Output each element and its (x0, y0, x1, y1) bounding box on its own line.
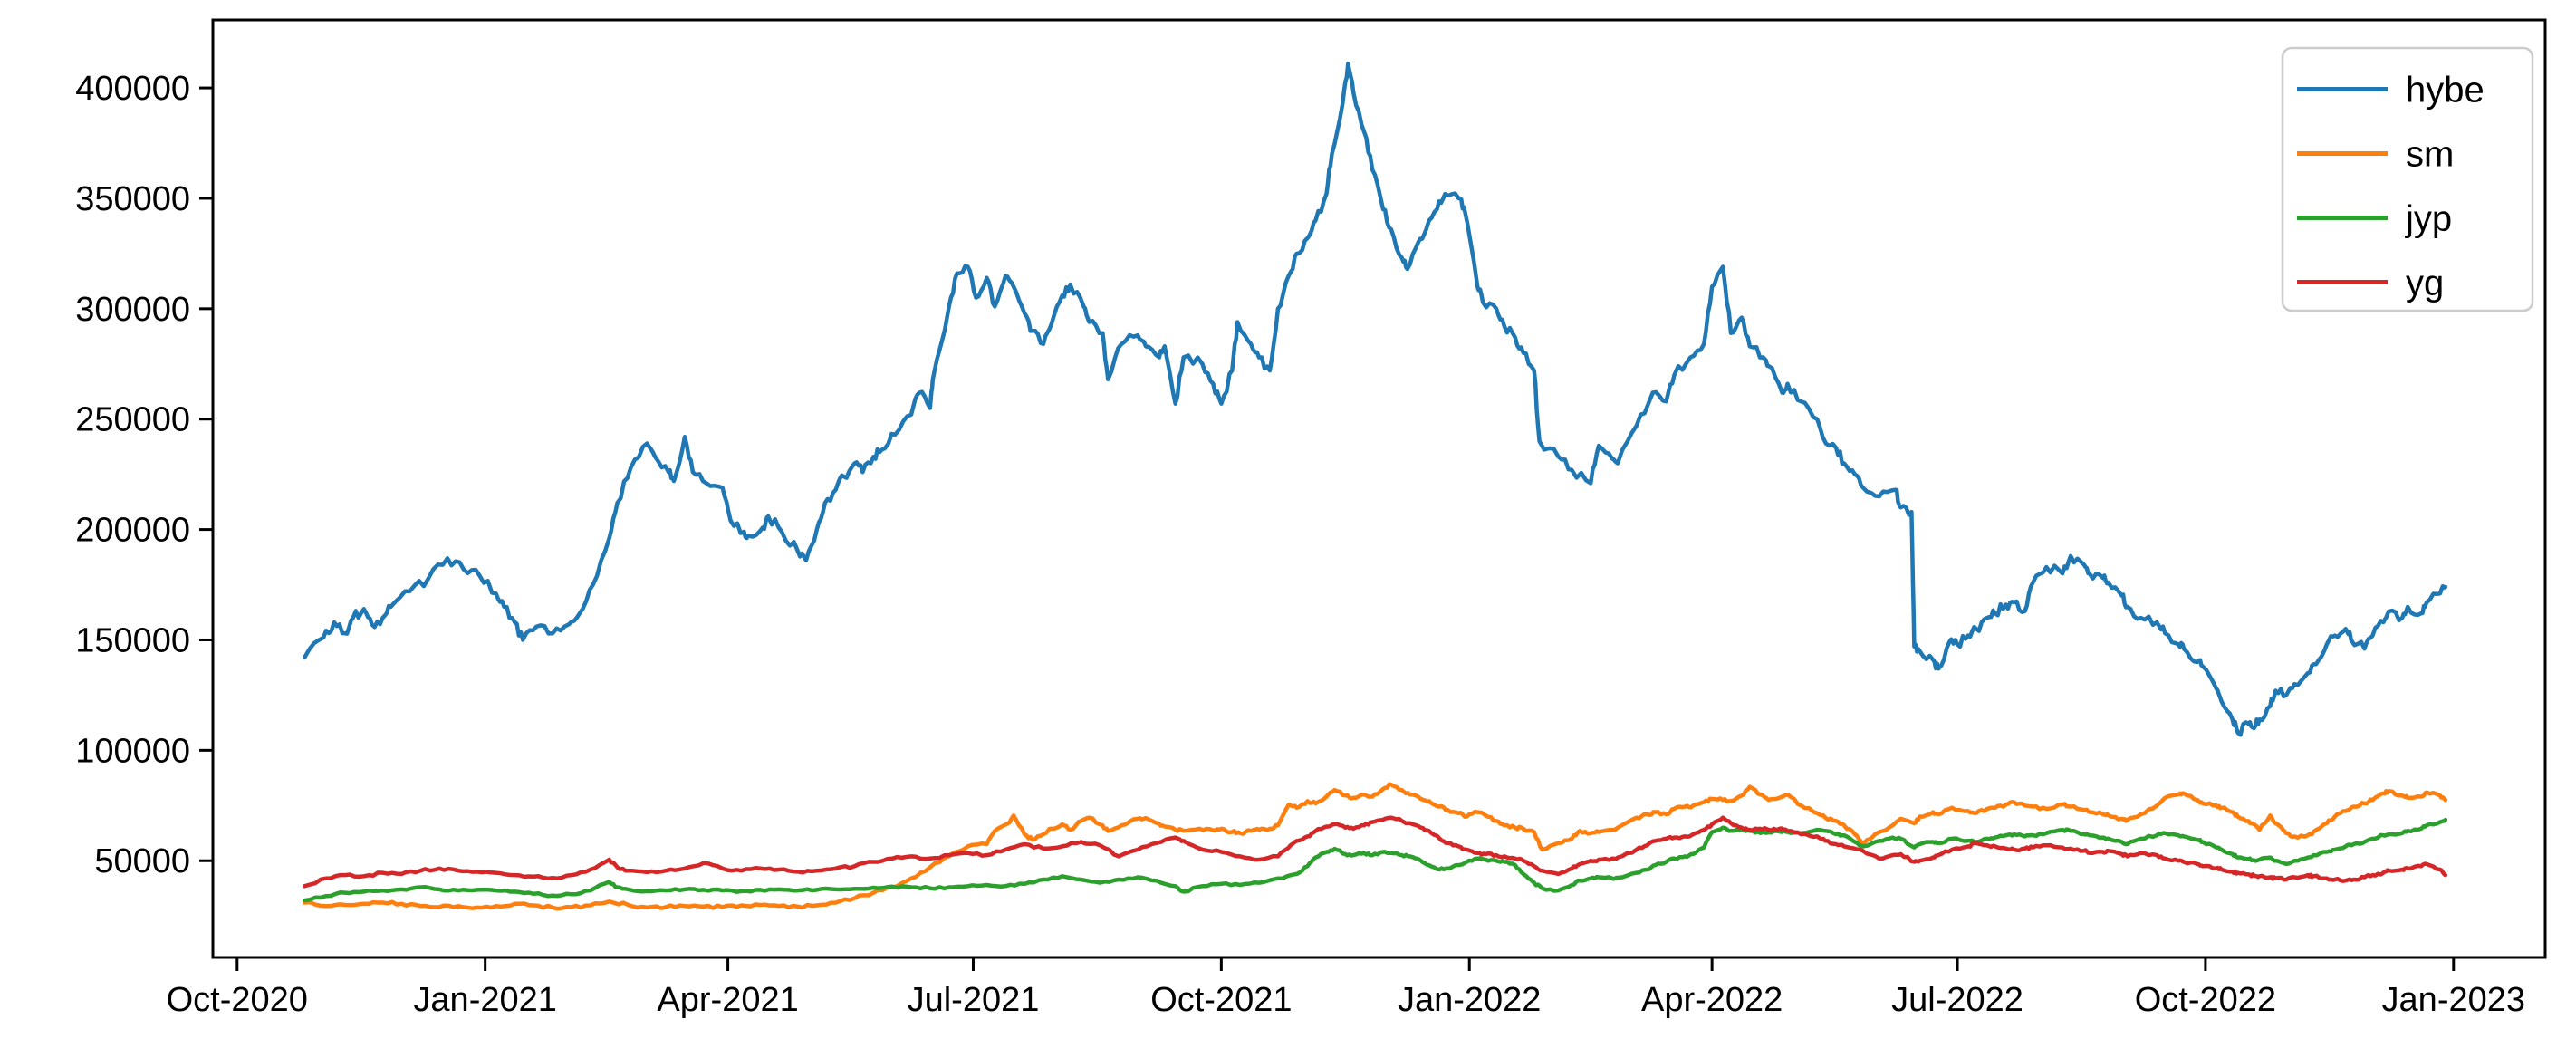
x-axis-tick-label: Apr-2021 (657, 981, 798, 1019)
x-axis-tick-label: Oct-2022 (2135, 981, 2276, 1019)
legend-label-sm: sm (2406, 135, 2454, 175)
legend-item-sm: sm (2297, 135, 2454, 175)
y-axis-tick-label: 250000 (75, 401, 190, 439)
legend-label-hybe: hybe (2406, 71, 2485, 111)
x-axis-tick-label: Jul-2021 (908, 981, 1040, 1019)
axes-background (213, 20, 2545, 957)
y-axis-tick-label: 150000 (75, 621, 190, 659)
series-line-sm (302, 782, 2448, 911)
legend-box (2281, 46, 2534, 312)
legend-label-jyp: jyp (2405, 199, 2452, 239)
legend-item-yg: yg (2297, 264, 2444, 303)
y-axis-tick-label: 200000 (75, 512, 190, 550)
y-axis-tick-label: 100000 (75, 732, 190, 770)
legend-item-jyp: jyp (2297, 199, 2452, 239)
series-line-hybe (302, 62, 2448, 737)
y-axis-tick-label: 350000 (75, 180, 190, 218)
y-axis-tick-label: 300000 (75, 291, 190, 329)
x-axis-tick-label: Oct-2020 (167, 981, 308, 1019)
legend-label-yg: yg (2406, 264, 2444, 303)
x-axis-tick-label: Jul-2022 (1891, 981, 2023, 1019)
x-axis-tick-label: Jan-2021 (413, 981, 556, 1019)
x-axis-tick-label: Apr-2022 (1641, 981, 1783, 1019)
axes-spines (211, 18, 2547, 959)
y-axis-tick-label: 50000 (94, 842, 190, 880)
series-line-yg (302, 815, 2448, 889)
legend: hybe sm jyp yg (2281, 46, 2534, 312)
legend-item-hybe: hybe (2297, 71, 2485, 111)
x-axis-tick-label: Jan-2022 (1398, 981, 1541, 1019)
x-axis-tick-label: Jan-2023 (2382, 981, 2525, 1019)
y-axis-tick-label: 400000 (75, 70, 190, 108)
series-line-jyp (302, 817, 2448, 903)
x-axis-tick-label: Oct-2021 (1150, 981, 1292, 1019)
